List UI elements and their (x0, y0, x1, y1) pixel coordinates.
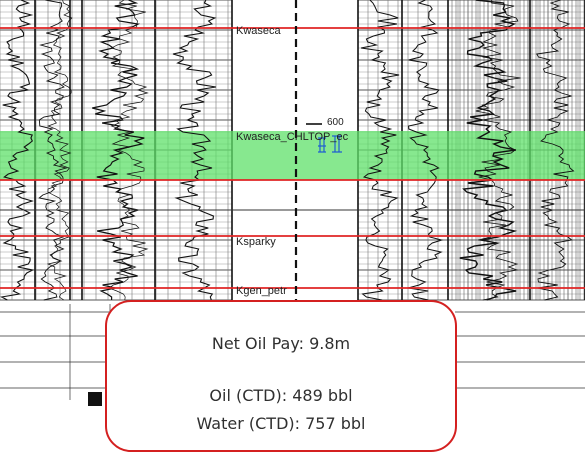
formation-label-kwaseca: Kwaseca (236, 25, 281, 37)
formation-label-kwaseca-chl: Kwaseca_CHLTOP_ec (236, 131, 349, 143)
log-curve (536, 0, 575, 301)
log-curve (459, 0, 518, 301)
net-pay-text: Net Oil Pay: 9.8m (211, 334, 351, 353)
depth-label: 600 (327, 117, 344, 128)
log-curve (92, 0, 145, 300)
formation-label-ksparky: Ksparky (236, 236, 276, 248)
dip-symbols (318, 135, 342, 153)
formation-label-kgen: Kgen_petr (236, 285, 287, 297)
water-volume-text: Water (CTD): 757 bbl (196, 414, 366, 433)
log-curve (172, 0, 217, 301)
oil-volume-text: Oil (CTD): 489 bbl (209, 386, 353, 405)
log-curves (0, 0, 575, 301)
formation-tops (0, 27, 585, 289)
log-curve (360, 0, 400, 301)
summary-callout: Net Oil Pay: 9.8m Oil (CTD): 489 bbl Wat… (105, 300, 457, 452)
log-curve (0, 0, 35, 301)
log-curve (108, 0, 149, 301)
log-curve (407, 0, 444, 301)
log-curve (46, 0, 73, 301)
log-curve (38, 0, 68, 301)
header-fill-swatch (88, 392, 102, 406)
log-curve (475, 0, 521, 301)
